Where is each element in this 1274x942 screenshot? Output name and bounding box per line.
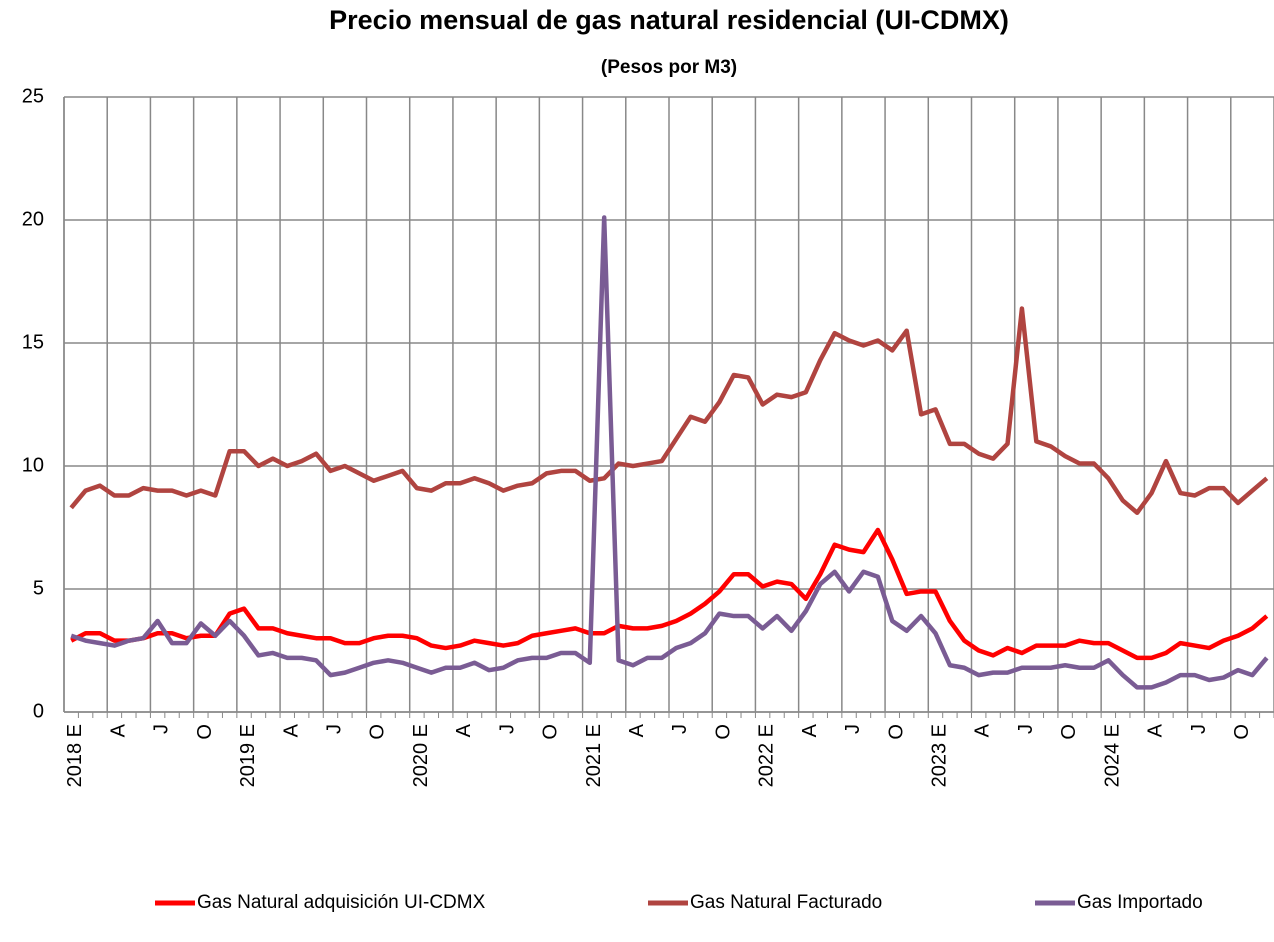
x-tick-label: A <box>280 723 302 737</box>
chart-subtitle: (Pesos por M3) <box>601 57 737 78</box>
x-tick-label: J <box>1015 724 1037 734</box>
series-line <box>70 527 1269 661</box>
chart-title: Precio mensual de gas natural residencia… <box>329 5 1009 35</box>
x-tick-label: A <box>1145 723 1167 737</box>
y-tick-label: 25 <box>22 85 44 107</box>
x-tick-label: J <box>151 724 173 734</box>
x-tick-label: 2019 E <box>237 724 259 787</box>
series-line <box>69 306 1269 515</box>
y-tick-label: 5 <box>33 577 44 599</box>
y-tick-label: 15 <box>22 331 44 353</box>
x-tick-label: J <box>669 724 691 734</box>
x-tick-label: J <box>1188 724 1210 734</box>
series-line <box>70 215 1269 690</box>
x-tick-label: O <box>1058 724 1080 740</box>
x-tick-label: J <box>323 724 345 734</box>
x-tick-label: A <box>626 723 648 737</box>
x-tick-label: O <box>885 724 907 740</box>
legend-label: Gas Natural adquisición UI-CDMX <box>197 892 486 913</box>
x-tick-label: 2018 E <box>64 724 86 787</box>
y-tick-label: 20 <box>22 208 44 230</box>
x-tick-label: 2021 E <box>583 724 605 787</box>
x-tick-label: 2024 E <box>1101 724 1123 787</box>
legend-label: Gas Natural Facturado <box>690 892 882 913</box>
x-tick-label: 2020 E <box>410 724 432 787</box>
x-tick-label: A <box>972 723 994 737</box>
x-tick-label: 2022 E <box>756 724 778 787</box>
x-tick-label: J <box>842 724 864 734</box>
x-tick-label: O <box>540 724 562 740</box>
x-tick-label: O <box>367 724 389 740</box>
x-tick-label: A <box>453 723 475 737</box>
x-tick-label: J <box>496 724 518 734</box>
x-tick-label: O <box>194 724 216 740</box>
x-tick-label: O <box>712 724 734 740</box>
x-tick-label: A <box>107 723 129 737</box>
legend-label: Gas Importado <box>1077 892 1203 913</box>
x-tick-label: 2023 E <box>928 724 950 787</box>
x-tick-label: O <box>1231 724 1253 740</box>
y-tick-label: 10 <box>22 454 44 476</box>
y-tick-label: 0 <box>33 700 44 722</box>
x-tick-label: A <box>799 723 821 737</box>
